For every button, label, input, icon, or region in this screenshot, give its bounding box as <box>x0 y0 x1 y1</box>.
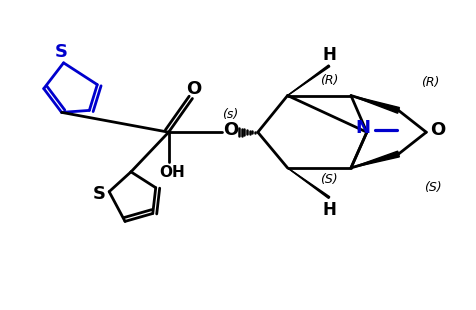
Text: (S): (S) <box>425 181 442 194</box>
Text: (s): (s) <box>222 108 238 121</box>
Text: OH: OH <box>160 165 186 180</box>
Text: S: S <box>93 185 106 203</box>
Polygon shape <box>351 95 399 113</box>
Text: S: S <box>55 43 68 61</box>
Text: (R): (R) <box>320 74 338 87</box>
Text: O: O <box>223 121 238 139</box>
Polygon shape <box>351 151 399 168</box>
Text: N: N <box>356 119 370 137</box>
Text: H: H <box>322 46 336 64</box>
Polygon shape <box>288 168 330 198</box>
Text: O: O <box>186 80 201 98</box>
Polygon shape <box>288 65 330 95</box>
Text: H: H <box>322 202 336 219</box>
Text: (S): (S) <box>320 173 338 186</box>
Text: O: O <box>431 121 446 139</box>
Text: (R): (R) <box>421 76 439 89</box>
